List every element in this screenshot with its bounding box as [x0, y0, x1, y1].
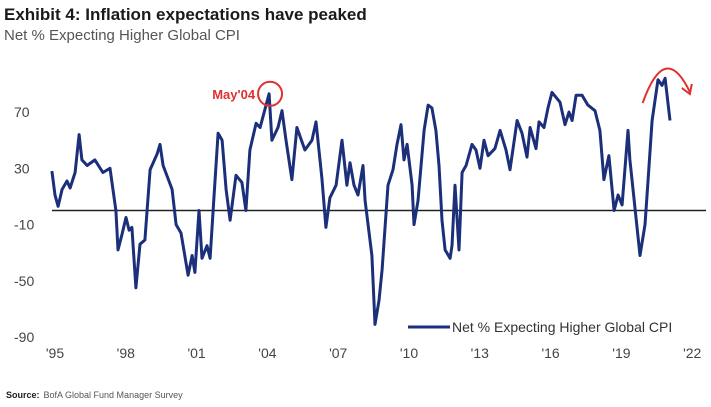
series-line-net-expecting-higher-cpi [50, 76, 672, 326]
x-tick-label: '95 [46, 345, 64, 361]
x-tick-label: '16 [541, 345, 559, 361]
y-tick-label: 30 [14, 160, 30, 176]
source-text: BofA Global Fund Manager Survey [44, 390, 184, 400]
y-tick-label: 70 [14, 104, 30, 120]
x-tick-label: '19 [612, 345, 630, 361]
chart-subtitle: Net % Expecting Higher Global CPI [4, 27, 240, 44]
peak-highlight-circle [257, 80, 284, 107]
source-note: Source: BofA Global Fund Manager Survey [6, 390, 183, 400]
peak-annotation-label: May'04 [212, 87, 256, 102]
chart-title: Exhibit 4: Inflation expectations have p… [4, 5, 367, 24]
x-tick-label: '98 [117, 345, 135, 361]
arrowhead-icon [681, 83, 693, 96]
y-tick-label: -50 [14, 273, 34, 289]
x-tick-label: '04 [258, 345, 276, 361]
x-tick-label: '22 [683, 345, 701, 361]
y-tick-label: -10 [14, 217, 34, 233]
peak-arrow-arc [641, 67, 691, 104]
x-tick-label: '01 [187, 345, 205, 361]
x-tick-label: '07 [329, 345, 347, 361]
x-tick-label: '10 [400, 345, 418, 361]
legend: Net % Expecting Higher Global CPI [408, 319, 672, 335]
y-tick-label: -90 [14, 329, 34, 345]
legend-label: Net % Expecting Higher Global CPI [452, 319, 672, 335]
x-tick-label: '13 [471, 345, 489, 361]
source-label: Source: [6, 390, 40, 400]
